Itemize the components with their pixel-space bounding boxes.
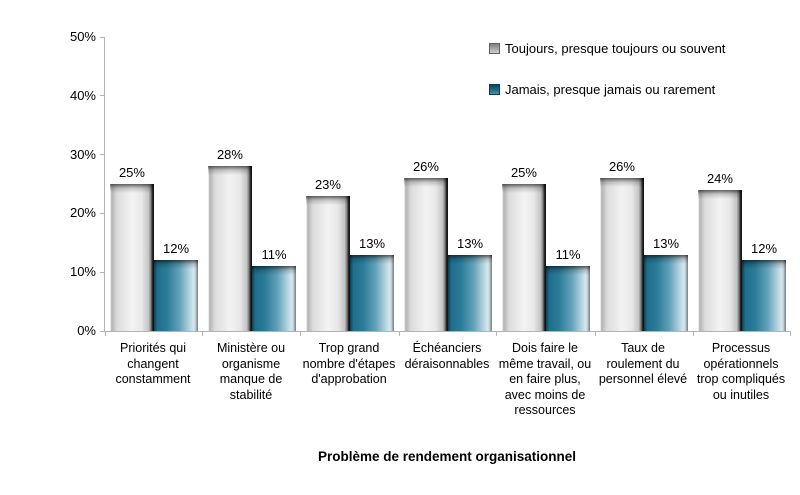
bar-toujours: 23% — [305, 177, 350, 331]
bar-toujours: 25% — [109, 165, 154, 331]
y-tick-label: 40% — [69, 87, 96, 103]
bar-value-label: 25% — [118, 165, 145, 180]
bar-toujours: 26% — [599, 159, 644, 331]
bar-value-label: 23% — [314, 176, 341, 192]
y-tick-mark — [100, 330, 105, 332]
legend-item-jamais: Jamais, presque jamais ou rarement — [489, 82, 725, 97]
x-tick-mark — [496, 331, 498, 336]
bar-group: 26% 13% — [595, 37, 693, 331]
y-tick-label: 30% — [69, 146, 96, 162]
plot-area: 25% 12% 28% 11% 23% 13% 26% 13% 25% 11% 26% 13% 24% 1… — [70, 29, 791, 338]
bar-group: 25% 11% — [497, 37, 595, 331]
y-tick-mark — [100, 271, 105, 273]
category-label: Trop grand nombre d'étapes d'approbation — [302, 341, 396, 386]
legend: Toujours, presque toujours ou souvent Ja… — [489, 41, 725, 123]
y-tick-label: 0% — [77, 323, 96, 338]
category-label: Échéanciers déraisonnables — [404, 341, 490, 371]
x-tick-mark — [300, 331, 302, 336]
bar-jamais: 12% — [742, 241, 787, 331]
bar-jamais: 11% — [252, 247, 297, 331]
x-tick-mark — [790, 331, 791, 336]
bar-jamais: 13% — [448, 236, 493, 331]
y-tick-mark — [100, 36, 105, 38]
bar-jamais: 12% — [154, 241, 199, 331]
bar-value-label: 13% — [653, 235, 680, 251]
category-label: Taux de roulement du personnel élevé — [598, 341, 688, 386]
x-tick-mark — [202, 331, 204, 336]
bar-value-label: 28% — [216, 147, 243, 163]
x-tick-mark — [398, 331, 400, 336]
bar-group: 28% 11% — [203, 37, 301, 331]
bar-toujours: 26% — [403, 159, 448, 331]
legend-swatch-jamais — [489, 84, 500, 95]
category-label: Dois faire le même travail, ou en faire … — [498, 341, 592, 417]
y-tick-mark — [100, 95, 105, 97]
bar-jamais: 13% — [350, 236, 395, 331]
bar-groups: 25% 12% 28% 11% 23% 13% 26% 13% 25% 11% 26% 13% 24% 1… — [105, 37, 791, 331]
bar-value-label: 13% — [359, 235, 386, 251]
legend-swatch-toujours — [489, 43, 500, 54]
bar-jamais: 13% — [644, 236, 689, 331]
y-tick-mark — [100, 154, 105, 156]
bar-group: 24% 12% — [693, 37, 791, 331]
bar-value-label: 11% — [261, 247, 287, 263]
bar-value-label: 25% — [510, 165, 537, 180]
x-tick-mark — [104, 331, 106, 336]
bar-value-label: 12% — [163, 241, 190, 257]
category-label: Ministère ou organisme manque de stabili… — [216, 341, 286, 402]
category-label: Priorités qui changent constamment — [115, 341, 191, 386]
legend-label-toujours: Toujours, presque toujours ou souvent — [505, 41, 726, 56]
y-tick-mark — [100, 212, 105, 214]
bar-value-label: 24% — [706, 170, 733, 186]
y-tick-label: 10% — [69, 264, 96, 280]
bar-value-label: 26% — [412, 159, 439, 175]
x-axis-title: Problème de rendement organisationnel — [317, 449, 577, 464]
bar-value-label: 13% — [457, 235, 484, 251]
x-tick-mark — [692, 331, 694, 336]
bar-group: 25% 12% — [105, 37, 203, 331]
bar-value-label: 26% — [608, 159, 635, 175]
bar-toujours: 25% — [501, 165, 546, 331]
category-label: Processus opérationnels trop compliqués … — [696, 341, 786, 402]
legend-item-toujours: Toujours, presque toujours ou souvent — [489, 41, 725, 56]
bar-group: 26% 13% — [399, 37, 497, 331]
bar-value-label: 12% — [751, 241, 778, 257]
y-tick-label: 20% — [69, 205, 96, 221]
bar-toujours: 24% — [697, 171, 742, 331]
bar-toujours: 28% — [207, 147, 252, 331]
bar-value-label: 11% — [555, 247, 581, 263]
x-tick-mark — [594, 331, 596, 336]
y-tick-label: 50% — [69, 29, 96, 44]
bar-group: 23% 13% — [301, 37, 399, 331]
category-axis-labels: Priorités qui changent constamment Minist… — [104, 341, 790, 419]
bar-jamais: 11% — [546, 247, 591, 331]
legend-label-jamais: Jamais, presque jamais ou rarement — [505, 82, 716, 97]
